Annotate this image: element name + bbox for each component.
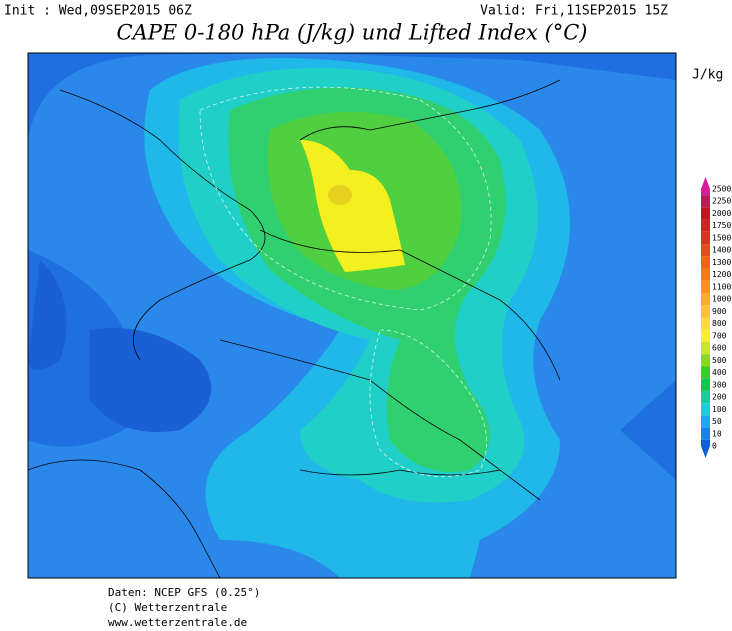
colorbar-label: 1750 <box>712 221 731 230</box>
colorbar-swatch <box>701 390 710 404</box>
colorbar-swatch <box>701 177 710 196</box>
colorbar-label: 1100 <box>712 282 731 291</box>
colorbar-label: 500 <box>712 356 727 365</box>
colorbar-label: 2250 <box>712 197 731 206</box>
colorbar-label: 1000 <box>712 295 731 304</box>
colorbar-swatch <box>701 207 710 220</box>
colorbar-label: 700 <box>712 331 727 340</box>
colorbar-label: 600 <box>712 344 727 353</box>
footer-line: www.wetterzentrale.de <box>108 616 247 629</box>
colorbar-swatch <box>701 354 710 367</box>
colorbar-swatch <box>701 317 710 330</box>
colorbar-label: 0 <box>712 442 717 451</box>
colorbar-label: 2500 <box>712 185 731 194</box>
colorbar-swatch <box>701 244 710 257</box>
footer-line: (C) Wetterzentrale <box>108 601 227 614</box>
colorbar-label: 800 <box>712 319 727 328</box>
colorbar-label: 2000 <box>712 209 731 218</box>
colorbar-swatch <box>701 378 710 391</box>
map <box>27 52 677 579</box>
colorbar-swatch <box>701 427 710 440</box>
colorbar-label: 100 <box>712 405 727 414</box>
colorbar-label: 200 <box>712 393 727 402</box>
valid-time: Valid: Fri,11SEP2015 15Z <box>480 4 668 19</box>
colorbar-swatch <box>701 280 710 294</box>
colorbar-label: 50 <box>712 417 722 426</box>
colorbar-swatch <box>701 366 710 379</box>
colorbar-label: 1200 <box>712 270 731 279</box>
colorbar-label: 400 <box>712 368 727 377</box>
map-title: CAPE 0-180 hPa (J/kg) und Lifted Index (… <box>117 21 588 45</box>
init-time: Init : Wed,09SEP2015 06Z <box>4 4 192 19</box>
colorbar-swatch <box>701 329 710 342</box>
footer-line: Daten: NCEP GFS (0.25°) <box>108 586 260 599</box>
colorbar-label: 1500 <box>712 233 731 242</box>
colorbar-label: 300 <box>712 380 727 389</box>
colorbar-label: 10 <box>712 429 722 438</box>
colorbar-swatch <box>701 439 710 458</box>
colorbar-swatch <box>701 415 710 428</box>
colorbar-unit: J/kg <box>692 68 723 83</box>
colorbar-swatch <box>701 219 710 232</box>
colorbar-swatch <box>701 341 710 355</box>
colorbar-swatch <box>701 403 710 416</box>
colorbar-label: 1400 <box>712 246 731 255</box>
colorbar-swatch <box>701 293 710 306</box>
colorbar-swatch <box>701 305 710 318</box>
colorbar-swatch <box>701 195 710 208</box>
colorbar-swatch <box>701 231 710 245</box>
colorbar-label: 1300 <box>712 258 731 267</box>
colorbar-swatch <box>701 268 710 281</box>
colorbar-label: 900 <box>712 307 727 316</box>
colorbar: 2500225020001750150014001300120011001000… <box>701 177 731 458</box>
colorbar-swatch <box>701 256 710 269</box>
